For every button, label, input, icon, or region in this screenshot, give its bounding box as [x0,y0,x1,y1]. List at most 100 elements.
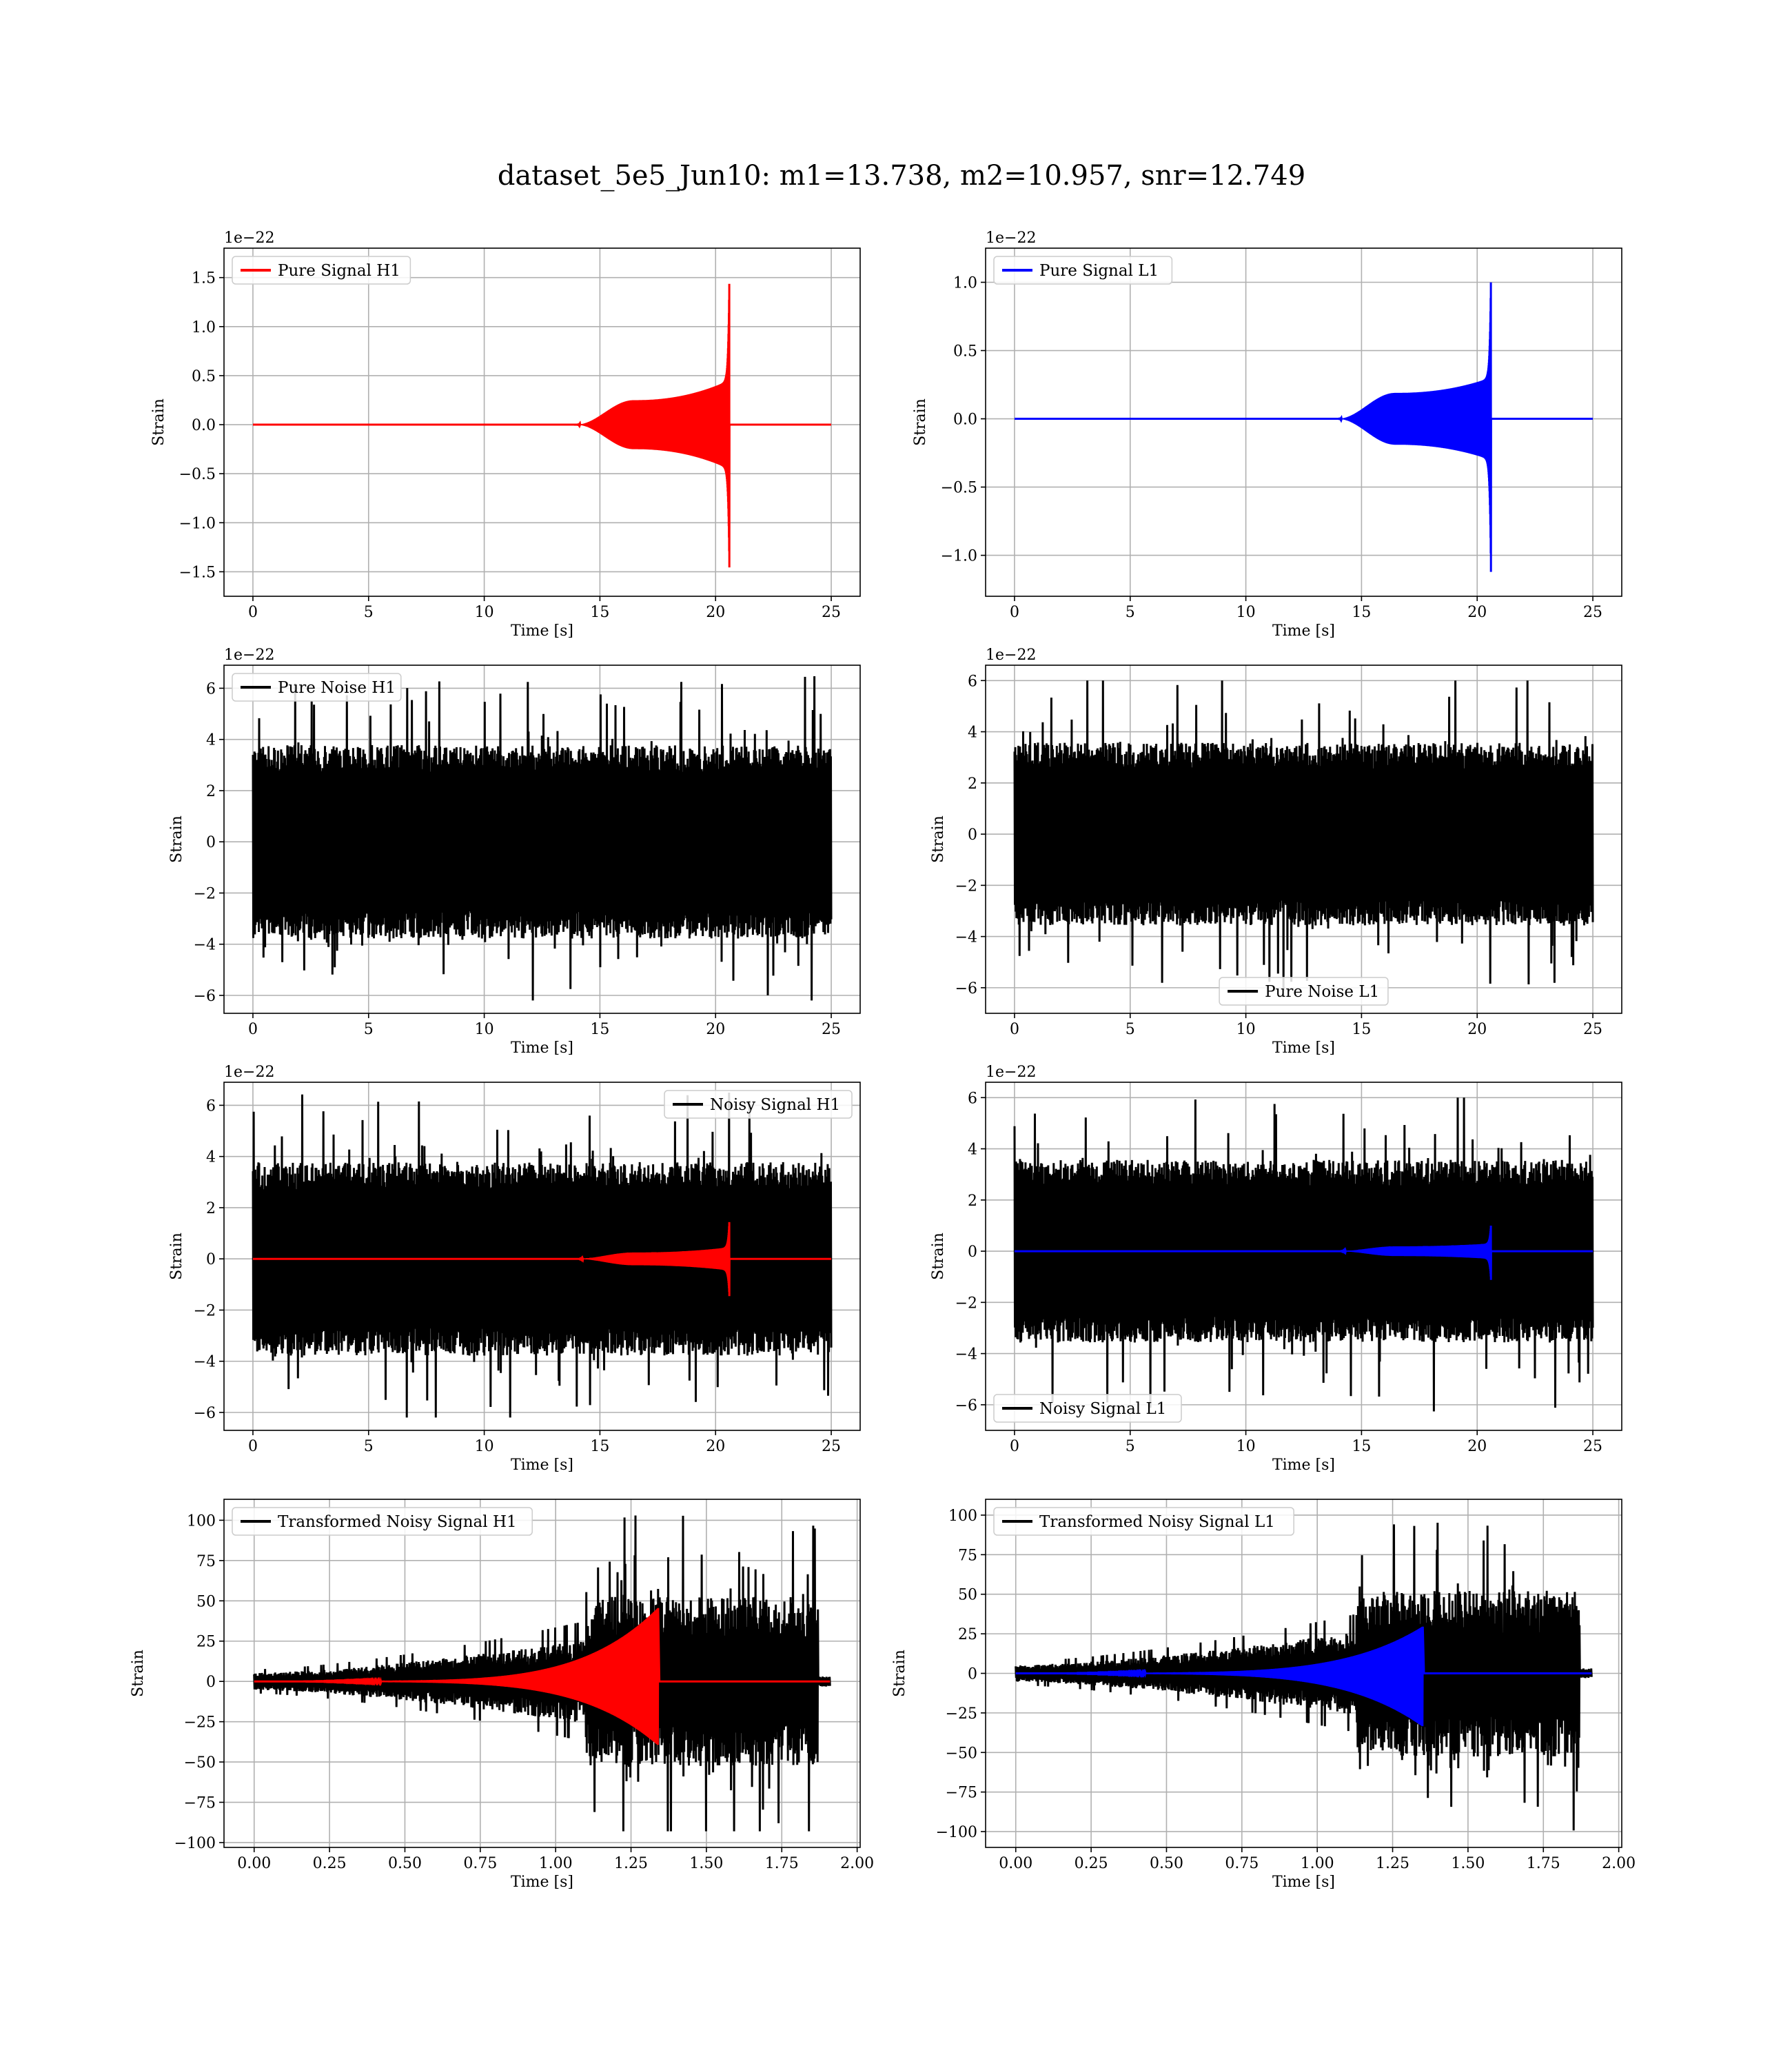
y-tick-label: −100 [174,1835,216,1852]
x-tick-label: 25 [1583,604,1602,621]
y-tick-label: 0 [968,1244,977,1261]
grid [986,248,1622,596]
y-tick-label: 0 [206,1251,216,1268]
x-tick-label: 10 [475,604,494,621]
x-tick-label: 10 [475,1021,494,1038]
legend-label: Transformed Noisy Signal H1 [278,1513,517,1531]
y-axis-label: Strain [930,1233,947,1280]
x-tick-label: 25 [1583,1021,1602,1038]
legend-label: Transformed Noisy Signal L1 [1039,1513,1275,1531]
y-tick-label: −6 [955,1397,977,1415]
x-tick-label: 15 [1352,604,1371,621]
series-line [1014,282,1594,572]
x-tick-label: 1.50 [1451,1855,1485,1872]
subplot-noisy-signal-h1: 0 5 10 15 20 25 −6 −4 −2 0 2 4 6 1e−22 Time [s] Strain N… [168,1064,861,1474]
y-tick-label: −50 [184,1754,216,1772]
x-tick-label: 0 [1010,1438,1019,1455]
x-axis-label: Time [s] [1272,1457,1335,1474]
y-tick-label: −25 [184,1714,216,1732]
y-tick-label: −2 [955,1295,977,1312]
y-tick-label: −2 [955,878,977,895]
y-tick-label: −4 [955,1346,977,1364]
y-tick-label: 0 [206,1674,216,1691]
x-tick-label: 20 [1467,1438,1487,1455]
y-tick-label: 75 [196,1553,216,1570]
x-tick-label: 15 [590,604,609,621]
offset-text: 1e−22 [986,647,1036,664]
x-tick-label: 25 [822,1438,841,1455]
x-tick-label: 25 [1583,1438,1602,1455]
axes-frame [223,665,861,1014]
plot-area [1015,1522,1593,1831]
y-axis-label: Strain [168,815,185,863]
legend: Noisy Signal H1 [664,1090,853,1119]
x-tick-label: 20 [706,1438,725,1455]
y-tick-label: −50 [946,1745,977,1762]
x-tick-label: 0 [1010,1021,1019,1038]
x-axis-label: Time [s] [511,1457,573,1474]
x-tick-label: 0.25 [313,1855,347,1872]
x-tick-label: 0.50 [1150,1855,1183,1872]
axes-frame [985,247,1622,597]
series-line [252,283,832,568]
x-tick-label: 10 [1236,1021,1256,1038]
x-tick-label: 0.25 [1075,1855,1108,1872]
subplot-transformed-noisy-signal-l1: 0.00 0.25 0.50 0.75 1.00 1.25 1.50 1.75 2.00 −100… [891,1499,1636,1891]
x-tick-label: 1.25 [1376,1855,1409,1872]
y-tick-label: 100 [948,1508,977,1525]
axes-frame [223,1082,861,1431]
x-tick-label: 20 [1467,604,1487,621]
x-axis-label: Time [s] [1272,1040,1335,1057]
x-tick-label: 25 [822,604,841,621]
series-line [1013,680,1594,991]
y-tick-label: 1.0 [953,275,977,292]
y-tick-label: 100 [187,1512,216,1530]
x-tick-label: 5 [1126,1021,1135,1038]
subplot-transformed-noisy-signal-h1: 0.00 0.25 0.50 0.75 1.00 1.25 1.50 1.75 2.00 −100… [130,1499,874,1891]
y-tick-label: 1.5 [192,270,216,287]
plot-area [252,1092,833,1418]
y-tick-label: −75 [946,1785,977,1802]
y-tick-label: 4 [968,1142,977,1159]
x-tick-label: 1.50 [689,1855,723,1872]
y-axis-label: Strain [912,398,929,446]
x-axis-label: Time [s] [511,1874,573,1891]
legend: Transformed Noisy Signal L1 [993,1507,1294,1536]
x-tick-label: 25 [822,1021,841,1038]
legend-box [993,256,1173,285]
y-tick-label: 2 [968,776,977,793]
y-axis-label: Strain [891,1650,908,1697]
series-line [252,676,833,1001]
plot-area [253,1515,831,1832]
y-tick-label: 0.5 [953,343,977,361]
y-tick-label: 4 [206,732,216,749]
y-tick-label: −6 [194,1405,216,1422]
y-tick-label: 0.0 [953,412,977,429]
x-tick-label: 1.75 [1527,1855,1560,1872]
legend-box [993,1394,1182,1423]
y-tick-label: −75 [184,1795,216,1812]
y-tick-label: −0.5 [179,466,216,483]
y-tick-label: 50 [958,1587,977,1604]
y-tick-label: 25 [196,1634,216,1651]
y-tick-label: −0.5 [941,480,977,497]
x-tick-label: 0.00 [237,1855,271,1872]
y-tick-label: 75 [958,1547,977,1564]
grid [224,248,860,596]
y-tick-label: −4 [194,1354,216,1371]
offset-text: 1e−22 [986,230,1036,247]
x-axis-label: Time [s] [511,622,573,640]
axes-frame [985,1082,1622,1431]
y-tick-label: 0.5 [192,368,216,385]
x-tick-label: 1.00 [539,1855,573,1872]
y-tick-label: 2 [206,1200,216,1217]
plot-area [1014,282,1594,572]
axes-frame [223,1499,861,1848]
offset-text: 1e−22 [224,230,274,247]
legend-box [993,1507,1294,1536]
x-tick-label: 5 [364,604,374,621]
y-tick-label: 0 [206,834,216,851]
y-axis-label: Strain [130,1650,147,1697]
subplot-pure-noise-h1: 0 5 10 15 20 25 −6 −4 −2 0 2 4 6 1e−22 Time [s] Strain P… [168,647,861,1057]
